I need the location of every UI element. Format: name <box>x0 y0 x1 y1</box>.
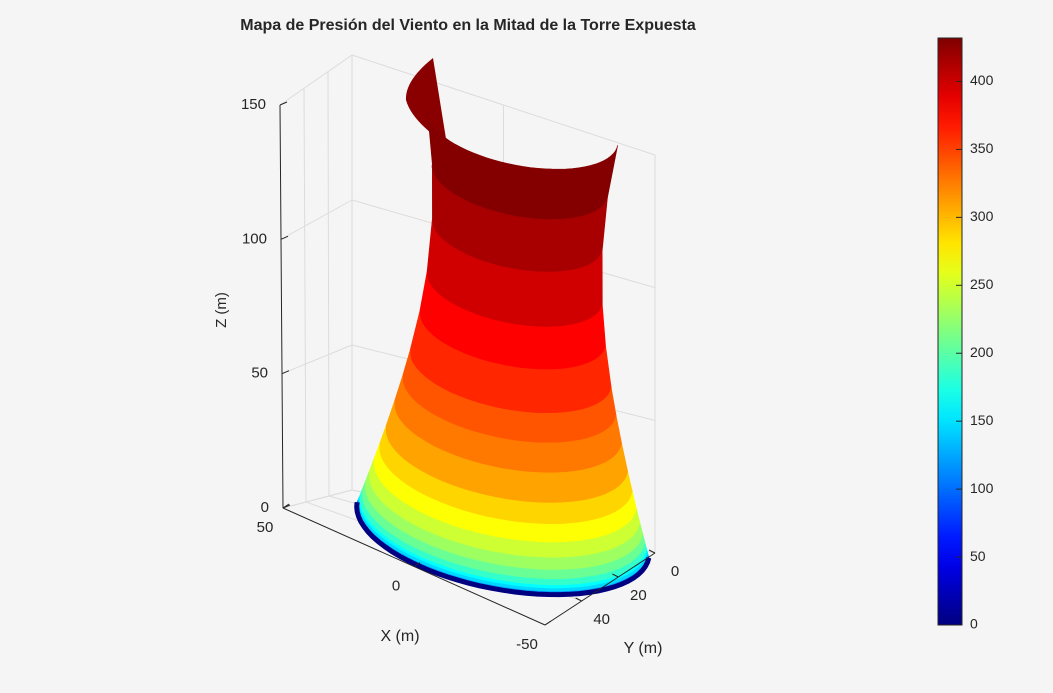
z-tick-label: 0 <box>261 499 269 516</box>
z-tick-label: 50 <box>251 365 268 382</box>
x-grid-line <box>282 489 353 509</box>
z-axis-label: Z (m) <box>213 292 230 328</box>
x-tick-label: 50 <box>257 519 274 536</box>
z-tick-label: 150 <box>241 96 266 113</box>
y-tick-label: 20 <box>630 587 647 604</box>
z-grid-line <box>281 344 353 375</box>
colorbar-tick-label: 300 <box>970 208 994 224</box>
colorbar-tick-label: 250 <box>970 276 994 292</box>
x-tick <box>413 562 421 567</box>
colorbar-tick-label: 200 <box>970 344 994 360</box>
surface-base-rim <box>354 501 652 598</box>
z-grid-line <box>280 199 353 240</box>
colorbar-tick-label: 0 <box>970 616 978 632</box>
z-grid-line <box>279 54 353 106</box>
x-axis-label: X (m) <box>380 628 419 645</box>
colorbar-tick-label: 350 <box>970 140 994 156</box>
colorbar-tick-label: 100 <box>970 480 994 496</box>
z-tick-label: 100 <box>242 230 267 247</box>
z-tick <box>279 101 288 106</box>
y-tick <box>575 597 582 602</box>
x-tick-label: -50 <box>516 636 538 653</box>
y-tick <box>648 549 656 554</box>
tower-inner-fold <box>405 58 447 145</box>
y-grid-line <box>303 88 307 503</box>
chart-title: Mapa de Presión del Viento en la Mitad d… <box>240 17 696 34</box>
x-tick <box>282 503 290 509</box>
y-grid-line <box>327 71 330 497</box>
x-tick <box>544 620 552 626</box>
colorbar-tick-label: 50 <box>970 548 986 564</box>
y-axis <box>544 552 656 626</box>
y-tick-label: 0 <box>671 563 679 580</box>
z-tick <box>281 370 290 375</box>
colorbar-tick-label: 400 <box>970 72 994 88</box>
z-tick <box>280 235 289 240</box>
colorbar-tick-label: 150 <box>970 412 994 428</box>
z-axis <box>279 104 284 509</box>
x-tick-label: 0 <box>392 577 400 594</box>
y-tick <box>612 573 619 578</box>
colorbar <box>937 37 963 626</box>
y-axis-label: Y (m) <box>624 640 663 657</box>
y-tick-label: 40 <box>593 611 610 628</box>
